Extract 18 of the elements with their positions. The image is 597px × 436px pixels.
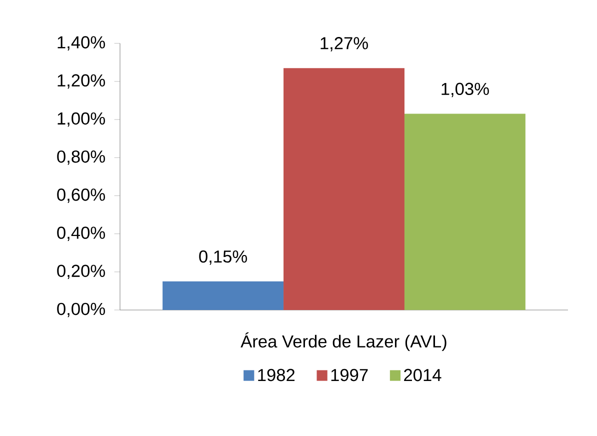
y-tick-label: 0,20% [57,264,105,280]
bar [162,281,284,310]
y-tick-label: 0,60% [57,188,105,203]
x-tick-label: Área Verde de Lazer (AVL) [240,332,446,352]
y-tick-label: 1,20% [58,74,105,89]
y-tick-label: 0,40% [57,226,105,241]
y-tick-label: 1,40% [58,36,105,50]
legend-label: 1997 [331,368,368,382]
y-tick-label: 0,00% [57,302,105,318]
data-label: 1,27% [320,37,368,52]
bar [404,114,526,310]
data-label: 1,03% [442,82,489,98]
legend-label: 2014 [404,368,442,382]
bar [284,68,404,310]
data-label: 0,15% [199,250,248,265]
y-tick-label: 1,00% [58,112,105,127]
legend-label: 1982 [258,368,295,382]
y-tick-label: 0,80% [57,150,105,165]
